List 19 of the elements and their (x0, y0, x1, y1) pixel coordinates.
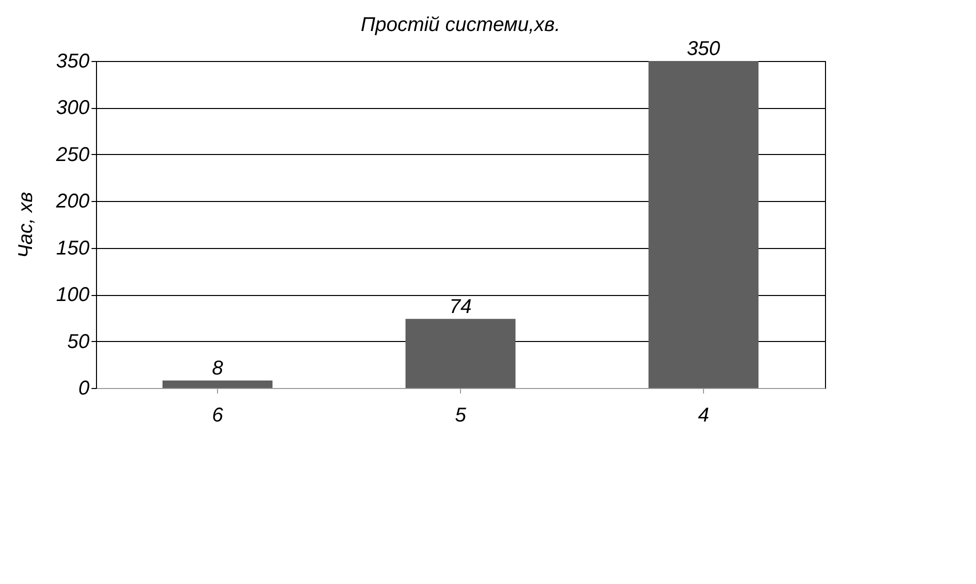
y-axis-title: Час, хв (15, 192, 38, 258)
data-label: 74 (449, 296, 472, 318)
y-tick-label: 300 (56, 97, 90, 120)
chart-title: Простій системи,хв. (360, 14, 560, 36)
y-tick-label: 150 (56, 237, 90, 260)
data-label: 8 (212, 358, 224, 380)
bar (406, 318, 516, 388)
y-tick-label: 250 (55, 144, 90, 166)
y-tick-label: 0 (78, 378, 90, 400)
bar (162, 380, 272, 388)
x-tick-label: 6 (212, 404, 224, 426)
bar (648, 61, 758, 388)
data-label: 350 (686, 38, 720, 60)
x-tick-label: 4 (698, 404, 710, 426)
x-tick-label: 5 (454, 404, 467, 426)
y-tick-label: 200 (55, 190, 90, 213)
y-tick-label: 50 (67, 330, 90, 353)
y-tick-label: 350 (56, 50, 90, 72)
y-tick-label: 100 (56, 284, 90, 306)
